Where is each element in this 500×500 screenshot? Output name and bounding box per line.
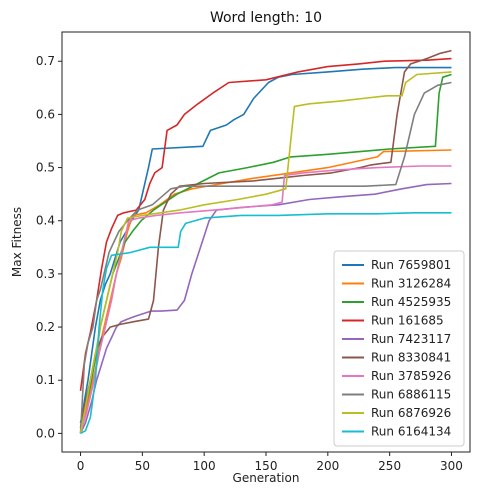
- legend-entry: Run 6164134: [371, 425, 451, 439]
- legend-entry: Run 6876926: [371, 406, 451, 420]
- series-line-10: [80, 212, 452, 435]
- y-tick-label: 0.7: [36, 54, 55, 68]
- y-axis-label: Max Fitness: [10, 207, 24, 277]
- legend: Run 7659801 Run 3126284 Run 4525935 Run 161…: [333, 250, 465, 447]
- x-axis: 0 50 100 150 200 250 300: [77, 452, 463, 473]
- x-tick-label: 50: [135, 459, 150, 473]
- x-tick-label: 200: [316, 459, 339, 473]
- y-tick-label: 0.2: [36, 320, 55, 334]
- x-tick-label: 300: [440, 459, 463, 473]
- legend-entry: Run 3785926: [371, 369, 451, 383]
- chart-title: Word length: 10: [210, 10, 322, 26]
- y-tick-label: 0.3: [36, 267, 55, 281]
- series-line-9: [79, 71, 452, 434]
- legend-entry: Run 4525935: [371, 295, 451, 309]
- series-line-8: [79, 81, 452, 434]
- series-line-4: [79, 57, 452, 392]
- legend-entry: Run 8330841: [371, 351, 451, 365]
- y-tick-label: 0.0: [36, 426, 55, 440]
- x-tick-label: 0: [77, 459, 85, 473]
- series-lines: [79, 49, 452, 435]
- y-axis: 0.0 0.1 0.2 0.3 0.4 0.5 0.6 0.7: [36, 54, 62, 440]
- legend-entry: Run 7659801: [371, 258, 451, 272]
- series-line-6: [79, 49, 452, 423]
- y-tick-label: 0.1: [36, 373, 55, 387]
- legend-entry: Run 161685: [371, 314, 444, 328]
- y-tick-label: 0.6: [36, 107, 55, 121]
- x-tick-label: 250: [378, 459, 401, 473]
- series-line-5: [79, 182, 452, 434]
- x-tick-label: 100: [193, 459, 216, 473]
- legend-entry: Run 7423117: [371, 332, 451, 346]
- y-tick-label: 0.4: [36, 214, 55, 228]
- x-tick-label: 150: [255, 459, 278, 473]
- y-tick-label: 0.5: [36, 161, 55, 175]
- legend-entry: Run 6886115: [371, 388, 451, 402]
- x-axis-label: Generation: [233, 471, 300, 485]
- legend-box: [333, 250, 465, 447]
- legend-entry: Run 3126284: [371, 277, 451, 291]
- series-line-7: [79, 165, 452, 434]
